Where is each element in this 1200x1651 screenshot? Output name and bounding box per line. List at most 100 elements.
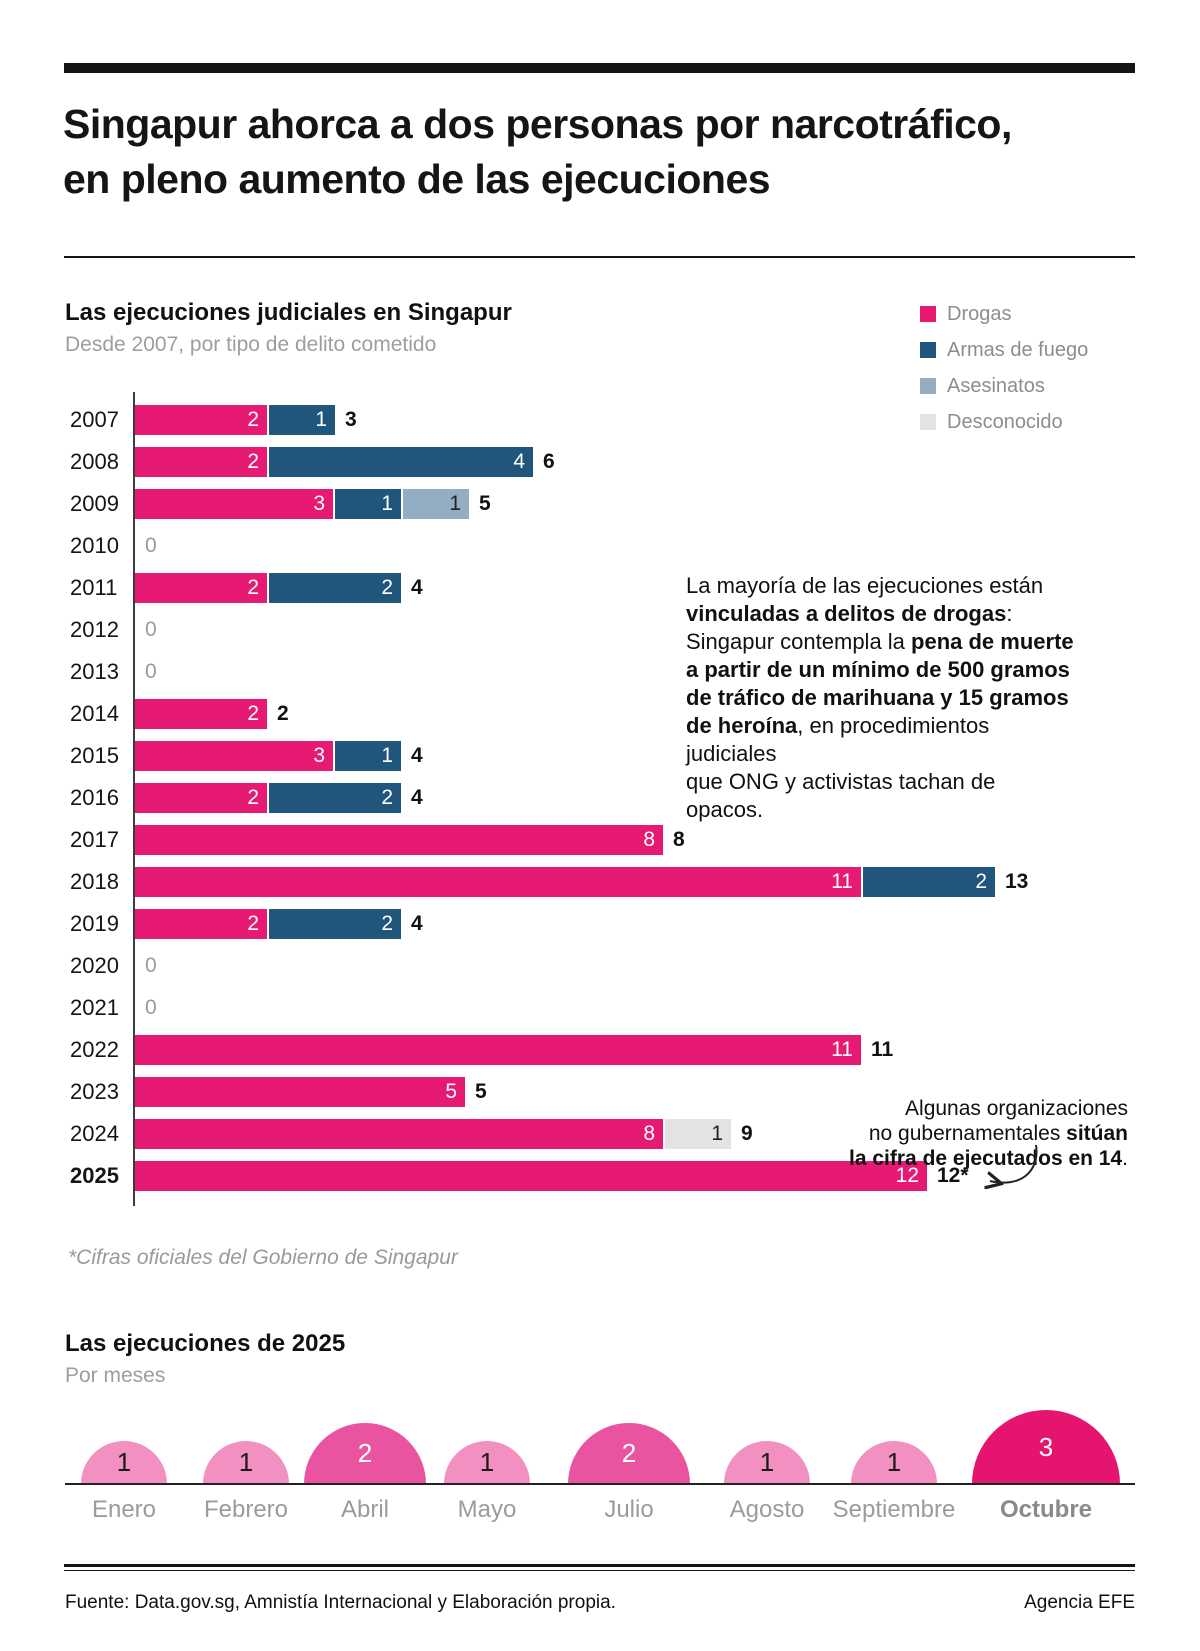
year-label: 2014 [70,701,119,726]
bar-segment-drogas: 2 [135,699,267,729]
segment-value: 2 [247,786,259,809]
months-baseline [65,1483,1135,1485]
segment-value: 1 [315,408,327,431]
bar-segment-armas-de-fuego: 4 [269,447,533,477]
year-label: 2023 [70,1079,119,1104]
segment-value: 2 [247,702,259,725]
legend-item: Armas de fuego [920,339,1088,361]
segment-value: 1 [711,1122,723,1145]
chart-title: Las ejecuciones judiciales en Singapur [65,299,512,326]
bar-row: 2007 2 1 3 [65,399,1175,441]
y-axis-line [133,392,135,1206]
footer-rule-thin [64,1570,1135,1571]
bar-row: 2021 0 [65,987,1175,1029]
legend-swatch [920,306,936,322]
bar-row: 2022 11 11 [65,1029,1175,1071]
bar-stack: 0 [135,618,157,642]
bar-segment-drogas: 2 [135,447,267,477]
total-label: 3 [345,408,357,431]
year-label: 2025 [70,1163,119,1188]
month-label: Agosto [729,1496,805,1523]
bar-segment-drogas: 11 [135,1035,861,1065]
total-label: 4 [411,786,423,809]
bar-row: 2017 8 8 [65,819,1175,861]
segment-value: 2 [247,912,259,935]
segment-value: 11 [831,1038,853,1061]
chart-footnote: *Cifras oficiales del Gobierno de Singap… [68,1246,458,1269]
bar-segment-drogas: 8 [135,825,663,855]
month-bubble: 2 [568,1423,690,1484]
total-label: 4 [411,744,423,767]
segment-value: 8 [643,1122,655,1145]
source-text: Fuente: Data.gov.sg, Amnistía Internacio… [65,1592,616,1613]
bar-stack: 11 2 13 [135,867,1028,897]
bar-row: 2013 0 [65,651,1175,693]
month-value: 1 [116,1447,132,1477]
bar-rows: 2007 2 1 3 2008 2 4 6 2009 3 1 1 5 2010 0 2011 2 2 4 2012 0 2… [65,399,1175,1197]
segment-value: 2 [381,912,393,935]
month-value: 2 [357,1438,373,1468]
segment-value: 1 [381,744,393,767]
bar-stack: 0 [135,660,157,684]
bar-row: 2009 3 1 1 5 [65,483,1175,525]
total-label: 0 [145,996,157,1019]
bar-row: 2012 0 [65,609,1175,651]
bar-segment-armas-de-fuego: 2 [863,867,995,897]
total-label: 2 [277,702,289,725]
segment-value: 3 [313,744,325,767]
segment-value: 2 [247,408,259,431]
bar-segment-drogas: 5 [135,1077,465,1107]
bar-row: 2024 8 1 9 [65,1113,1175,1155]
bar-row: 2020 0 [65,945,1175,987]
legend-item: Asesinatos [920,375,1088,397]
bar-segment-drogas: 2 [135,573,267,603]
legend-item: Desconocido [920,411,1088,433]
month-labels: Enero Febrero Abril Mayo Julio Agosto Septiemb… [65,1496,1135,1526]
chart-subtitle: Desde 2007, por tipo de delito cometido [65,333,437,356]
legend-label: Desconocido [947,410,1063,433]
year-label: 2024 [70,1121,119,1146]
month-label: Mayo [457,1496,517,1523]
segment-value: 2 [381,786,393,809]
total-label: 9 [741,1122,753,1145]
year-label: 2022 [70,1037,119,1062]
footer-rule-thick [64,1564,1135,1567]
bar-segment-drogas: 2 [135,909,267,939]
bar-segment-armas-de-fuego: 2 [269,573,401,603]
bar-segment-armas-de-fuego: 2 [269,783,401,813]
bar-segment-drogas: 2 [135,405,267,435]
bar-stack: 0 [135,534,157,558]
legend: Drogas Armas de fuego Asesinatos Desconocid… [920,303,1088,447]
month-bubble: 1 [724,1441,810,1484]
annotation-ngo: Algunas organizaciones no gubernamentales… [788,1096,1128,1171]
bar-segment-drogas: 3 [135,741,333,771]
year-label: 2009 [70,491,119,516]
year-label: 2011 [70,575,118,600]
annotation-line: la cifra de ejecutados en 14. [849,1147,1128,1170]
title-divider [64,256,1135,258]
year-label: 2013 [70,659,119,684]
total-label: 4 [411,912,423,935]
top-rule [64,63,1135,73]
bar-row: 2011 2 2 4 [65,567,1175,609]
year-label: 2017 [70,827,119,852]
bar-segment-drogas: 12 [135,1161,927,1191]
segment-value: 2 [247,576,259,599]
bar-segment-desconocido: 1 [665,1119,731,1149]
year-label: 2012 [70,617,119,642]
bar-row: 2018 11 2 13 [65,861,1175,903]
legend-swatch [920,342,936,358]
segment-value: 2 [247,450,259,473]
months-chart-subtitle: Por meses [65,1364,166,1387]
bar-row: 2025 12 12* [65,1155,1175,1197]
legend-label: Drogas [947,302,1012,325]
segment-value: 1 [449,492,461,515]
segment-value: 3 [313,492,325,515]
bar-stack: 0 [135,996,157,1020]
bar-row: 2023 5 5 [65,1071,1175,1113]
